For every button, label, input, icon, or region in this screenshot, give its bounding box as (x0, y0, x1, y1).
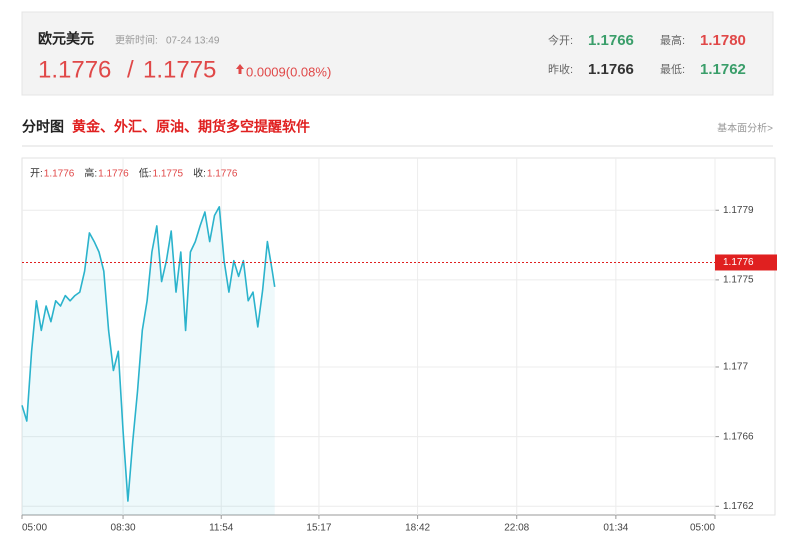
x-tick-label: 08:30 (111, 523, 136, 534)
price-line (21, 206, 276, 502)
chart: 1.1762 1.1766 1.177 1.1775 1.1779 05:00 08:30 1… (21, 157, 777, 534)
ohlc-label: 低: (139, 167, 152, 180)
ohlc-value: 1.1776 (207, 169, 238, 180)
x-tick-label: 22:08 (504, 523, 529, 534)
stat-value: 1.1780 (700, 32, 746, 49)
x-tick-label: 11:54 (209, 523, 234, 534)
ohlc-value: 1.1776 (44, 169, 75, 180)
y-tick-label: 1.1762 (723, 501, 754, 512)
ohlc-label: 高: (84, 167, 97, 180)
stat-label: 今开: (548, 33, 573, 47)
ask: 1.1775 (143, 56, 216, 83)
change: 0.0009(0.08%) (246, 64, 331, 79)
x-tick-label: 18:42 (405, 523, 430, 534)
update-label: 更新时间: (115, 34, 158, 47)
x-tick-label: 05:00 (22, 523, 47, 534)
ohlc-label: 开: (30, 169, 43, 180)
y-tick-label: 1.177 (723, 362, 748, 373)
stat-value: 1.1766 (588, 61, 634, 78)
quote-name: 欧元美元 (38, 31, 94, 47)
stats: 今开: 1.1766 最高: 1.1780 昨收: 1.1766 最低: 1.1762 (548, 32, 746, 78)
x-tick-label: 05:00 (690, 523, 715, 534)
stat-label: 最低: (660, 63, 685, 76)
section-title: 分时图 (22, 119, 64, 135)
bid: 1.1776 (38, 56, 111, 83)
y-tick-label: 1.1766 (723, 431, 754, 442)
stat-value: 1.1762 (700, 61, 746, 78)
stat-label: 最高: (660, 33, 685, 47)
quote-panel (21, 11, 774, 96)
ohlc-value: 1.1776 (98, 169, 129, 180)
current-price-box (715, 254, 777, 271)
promo-link[interactable]: 黄金、外汇、原油、期货多空提醒软件 (72, 119, 310, 135)
ohlc-value: 1.1775 (153, 169, 184, 180)
y-tick-label: 1.1775 (723, 275, 754, 286)
stat-value: 1.1766 (588, 32, 634, 49)
x-tick-label: 01:34 (603, 523, 628, 534)
separator: / (127, 56, 134, 83)
area-fill (22, 206, 275, 516)
current-price-label: 1.1776 (723, 257, 754, 268)
ohlc-label: 收: (193, 167, 206, 180)
x-tick-label: 15:17 (306, 523, 331, 534)
analysis-link[interactable]: 基本面分析> (717, 122, 773, 135)
up-arrow (236, 64, 244, 74)
y-tick-label: 1.1779 (723, 205, 754, 216)
stat-label: 昨收: (548, 62, 573, 76)
update-time: 07-24 13:49 (166, 36, 220, 47)
